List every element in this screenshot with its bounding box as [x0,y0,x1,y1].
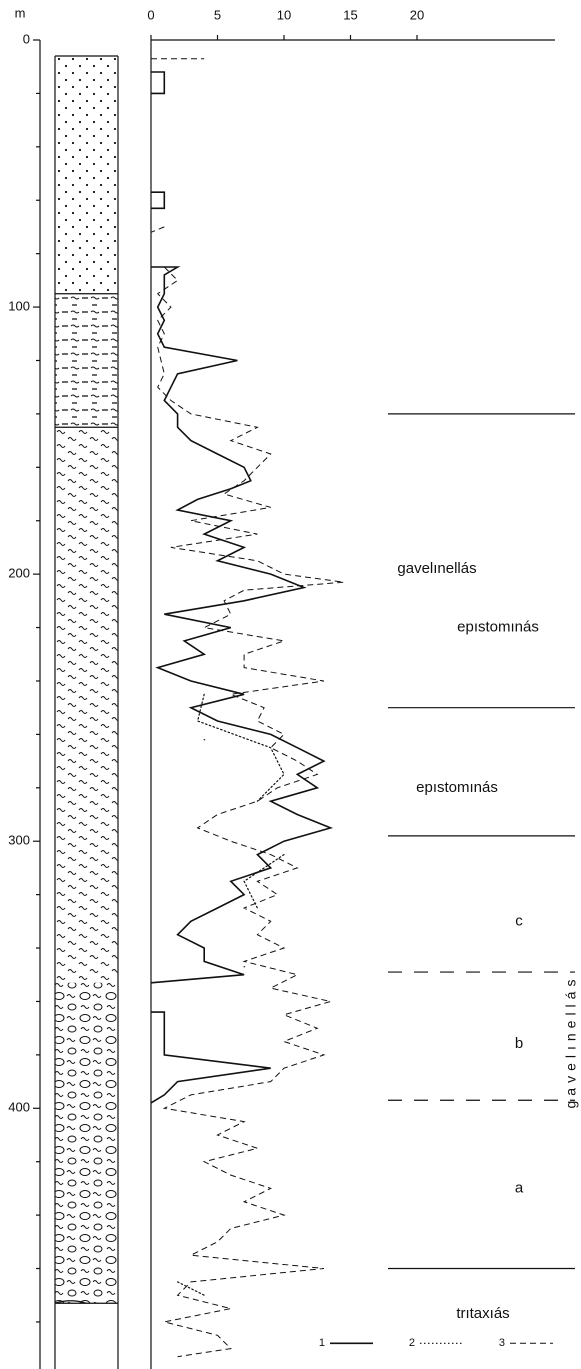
zone-label: epıstomınás [416,779,498,796]
legend: 1 2 3 [319,1337,553,1349]
series-line [150,71,334,1104]
zone-label: b [515,1035,523,1052]
y-tick-label: 200 [8,566,30,581]
x-tick-label: 15 [343,7,357,22]
vertical-zone-label: gavelınellás [563,975,579,1109]
y-tick-label: 300 [8,833,30,848]
zone-label: c [515,912,523,929]
zone-label: trıtaxıás [456,1305,509,1322]
lithology-unit [55,56,118,294]
legend-label: 1 [319,1337,325,1349]
zone-label: a [515,1179,524,1196]
y-tick-label: 100 [8,299,30,314]
x-tick-label: 10 [277,7,291,22]
lithology-unit [55,427,118,983]
legend-label: 2 [409,1337,415,1349]
zone-label: gavelınellás [397,560,476,577]
series-line [150,58,344,1358]
x-tick-label: 5 [214,7,221,22]
y-tick-label: 400 [8,1100,30,1115]
y-tick-label: 0 [23,31,30,46]
zone-label: epıstomınás [457,619,539,636]
series-line [177,693,285,1296]
lithology-unit [55,1303,118,1362]
lithology-unit [55,293,118,428]
x-tick-label: 20 [410,7,424,22]
lithology-unit [55,982,118,1304]
x-tick-label: 0 [147,7,154,22]
legend-label: 3 [499,1337,505,1349]
depth-unit: m [15,5,26,20]
